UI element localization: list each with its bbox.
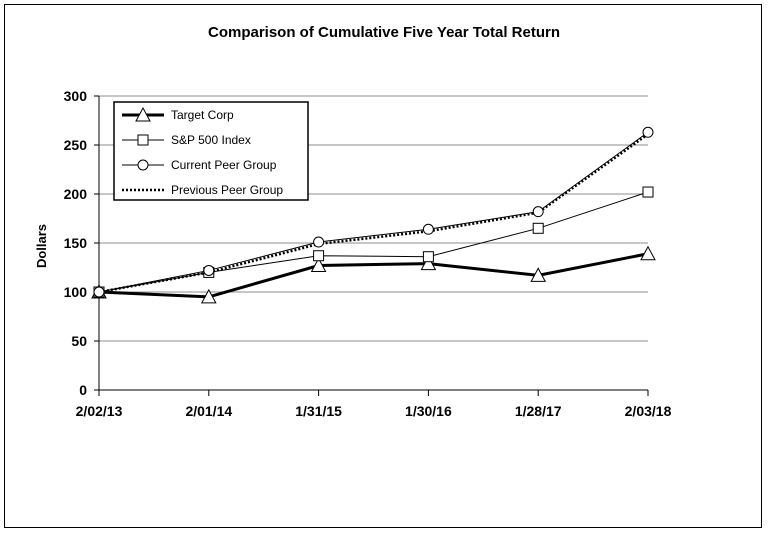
x-tick-label: 1/31/15	[295, 403, 342, 419]
point-s-p-500-index	[313, 250, 325, 262]
point-current-peer-group	[313, 236, 325, 248]
point-current-peer-group	[93, 286, 105, 298]
point-s-p-500-index	[532, 222, 544, 234]
y-tick-label: 250	[64, 137, 88, 153]
y-tick-label: 0	[79, 382, 87, 398]
legend: Target Corp S&P 500 Index Current Peer Gro…	[113, 101, 309, 201]
point-current-peer-group	[532, 206, 544, 218]
point-target-corp	[200, 288, 217, 304]
point-s-p-500-index	[642, 186, 654, 198]
point-current-peer-group	[422, 223, 434, 235]
point-current-peer-group	[203, 264, 215, 276]
series-line-s-p-500-index	[98, 191, 649, 293]
legend-label-current-peer-group: Current Peer Group	[171, 158, 277, 172]
x-tick-label: 2/01/14	[185, 403, 232, 419]
point-target-corp	[640, 245, 656, 261]
y-tick-label: 150	[64, 235, 88, 251]
y-tick-label: 50	[71, 333, 87, 349]
legend-label-previous-peer-group: Previous Peer Group	[171, 183, 283, 197]
point-s-p-500-index	[422, 251, 434, 263]
series-line-current-peer-group	[98, 131, 649, 293]
axes: 0 50 100 150 200 250 300 2/02/13 2/01/14 1/31/15 1…	[64, 88, 672, 419]
point-target-corp	[530, 267, 547, 282]
x-tick-label: 1/30/16	[405, 403, 452, 419]
legend-marker-current-peer-group	[137, 159, 149, 171]
y-tick-label: 100	[64, 284, 88, 300]
y-tick-label: 200	[64, 186, 88, 202]
x-tick-label: 2/02/13	[76, 403, 123, 419]
y-axis-label: Dollars	[34, 224, 49, 268]
point-target-corp	[420, 255, 437, 271]
series-lines	[98, 131, 649, 299]
legend-marker-target-corp	[135, 106, 151, 122]
point-target-corp	[310, 257, 327, 273]
point-current-peer-group	[642, 126, 654, 138]
legend-label-target-corp: Target Corp	[171, 108, 234, 122]
chart-title: Comparison of Cumulative Five Year Total…	[207, 24, 561, 41]
legend-marker-s-p-500-index	[137, 134, 149, 146]
series-line-target-corp	[98, 252, 649, 299]
x-tick-label: 2/03/18	[625, 403, 672, 419]
x-tick-label: 1/28/17	[515, 403, 562, 419]
y-tick-label: 300	[64, 88, 88, 104]
series-markers	[91, 126, 656, 304]
chart-frame	[4, 4, 762, 528]
legend-label-s-p-500-index: S&P 500 Index	[171, 133, 251, 147]
